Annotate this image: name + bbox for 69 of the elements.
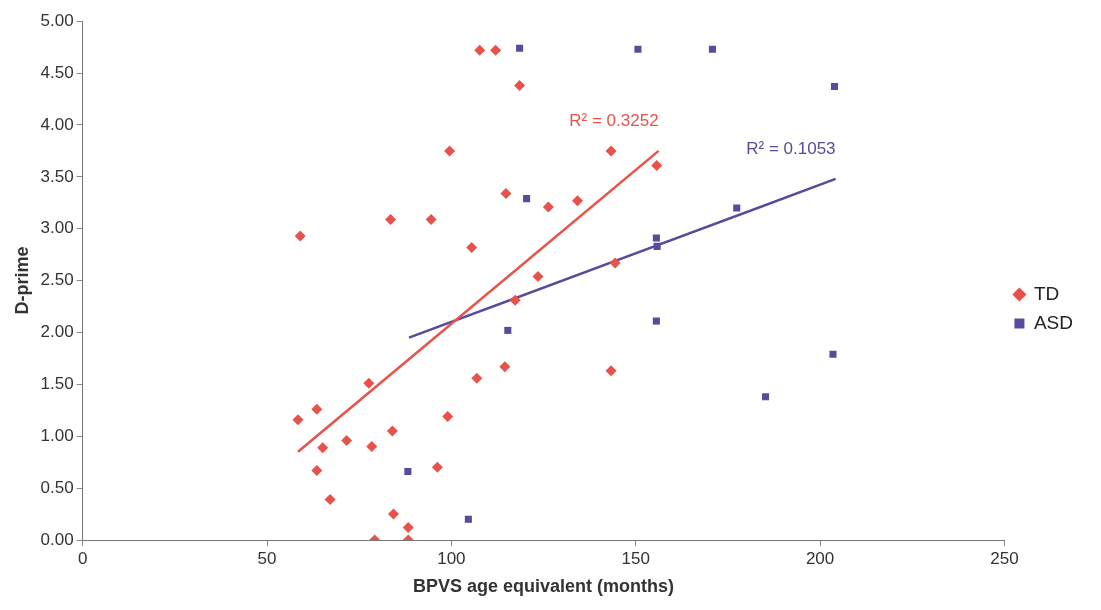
point xyxy=(464,515,472,523)
point xyxy=(311,403,323,415)
point xyxy=(609,257,621,269)
point xyxy=(404,467,412,476)
y-tick-label: 2.00 xyxy=(40,322,74,342)
y-tick-label: 0.00 xyxy=(40,529,74,549)
point xyxy=(542,201,554,213)
point xyxy=(317,442,329,454)
point xyxy=(366,441,378,453)
annotation: R² = 0.1053 xyxy=(746,138,836,158)
point xyxy=(363,377,375,389)
point xyxy=(571,195,583,207)
point xyxy=(431,461,443,473)
x-tick-label: 100 xyxy=(437,548,466,568)
point xyxy=(516,44,524,52)
point xyxy=(294,230,306,242)
y-tick-label: 3.50 xyxy=(40,166,74,186)
y-tick-label: 4.50 xyxy=(40,62,74,82)
point xyxy=(292,414,304,426)
x-tick-label: 150 xyxy=(621,548,650,568)
point xyxy=(652,234,660,242)
point xyxy=(514,80,526,92)
x-tick-label: 0 xyxy=(77,548,88,568)
y-tick-label: 1.00 xyxy=(40,425,74,445)
point xyxy=(761,393,770,401)
point xyxy=(605,145,617,157)
point xyxy=(634,45,642,53)
point xyxy=(471,372,483,384)
point xyxy=(708,45,716,53)
point xyxy=(466,241,478,253)
point xyxy=(733,204,741,212)
point xyxy=(442,411,454,423)
point xyxy=(388,508,399,520)
point xyxy=(341,434,353,446)
point xyxy=(829,350,837,358)
point xyxy=(652,317,660,325)
y-axis-title: D-prime xyxy=(11,246,32,315)
point xyxy=(605,365,617,377)
point xyxy=(651,159,663,171)
point xyxy=(490,44,502,56)
legend-label: TD xyxy=(1033,282,1060,304)
point xyxy=(474,44,486,56)
point xyxy=(653,242,661,250)
point xyxy=(385,213,397,225)
point xyxy=(324,494,336,506)
y-tick-label: 3.00 xyxy=(40,218,74,238)
point xyxy=(311,464,323,476)
point xyxy=(523,195,531,203)
point xyxy=(425,213,437,225)
y-tick-label: 4.00 xyxy=(40,114,74,134)
x-tick-label: 250 xyxy=(990,548,1019,568)
y-tick-label: 2.50 xyxy=(40,270,74,290)
point xyxy=(402,522,414,534)
y-tick-label: 1.50 xyxy=(40,374,74,394)
annotation: R² = 0.3252 xyxy=(569,110,659,130)
point xyxy=(499,361,511,373)
point xyxy=(386,425,398,437)
point xyxy=(532,270,544,282)
point xyxy=(830,83,838,91)
point xyxy=(504,326,512,334)
x-tick-label: 50 xyxy=(257,548,277,568)
point xyxy=(500,187,512,199)
point xyxy=(444,145,456,157)
point xyxy=(509,294,521,306)
y-tick-label: 5.00 xyxy=(40,10,74,30)
x-tick-label: 200 xyxy=(805,548,835,568)
y-tick-label: 0.50 xyxy=(40,477,74,497)
x-axis-title: BPVS age equivalent (months) xyxy=(413,576,675,597)
legend-label: ASD xyxy=(1033,311,1074,333)
